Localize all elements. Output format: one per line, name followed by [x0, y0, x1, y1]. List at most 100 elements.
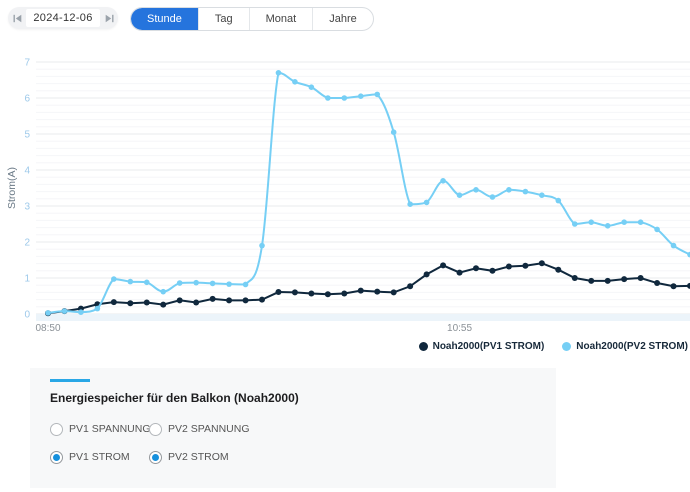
data-point [259, 242, 265, 249]
data-point [522, 262, 529, 269]
svg-text:10:55: 10:55 [447, 323, 472, 334]
data-point [242, 297, 249, 304]
data-point [654, 280, 661, 287]
radio-checked-icon[interactable] [50, 450, 63, 464]
data-point [654, 226, 660, 233]
tab-stunde[interactable]: Stunde [131, 8, 198, 30]
data-point [440, 262, 447, 269]
data-point [538, 260, 545, 267]
series-pv2-strom [45, 70, 690, 316]
data-point [670, 283, 677, 290]
data-point [176, 297, 183, 304]
data-point [341, 95, 348, 101]
data-point [588, 277, 595, 284]
data-point [324, 291, 331, 298]
legend-item-pv2-strom[interactable]: Noah2000(PV2 STROM) [562, 341, 688, 352]
gridlines [36, 61, 690, 315]
line-chart[interactable]: 0 1 2 3 4 5 6 7 08:50 10:55 [0, 40, 690, 340]
legend-item-pv1-strom[interactable]: Noah2000(PV1 STROM) [418, 341, 545, 352]
svg-text:4: 4 [24, 166, 30, 177]
data-point [390, 289, 397, 296]
data-point [390, 129, 397, 135]
data-point [110, 299, 117, 306]
interval-tabs: Stunde Tag Monat Jahre [130, 7, 374, 31]
legend-dot-icon [418, 342, 428, 351]
svg-text:7: 7 [24, 58, 30, 69]
data-point [357, 93, 364, 99]
data-point [291, 289, 298, 296]
data-point [341, 290, 348, 297]
option-pv2-spannung[interactable]: PV2 SPANNUNG [149, 422, 250, 436]
x-axis-ticks: 08:50 10:55 [35, 323, 472, 334]
device-panel-title: Energiespeicher für den Balkon (Noah2000… [50, 391, 299, 405]
data-point [143, 279, 150, 286]
data-point [604, 277, 611, 284]
next-date-button[interactable] [100, 7, 118, 29]
data-point [275, 289, 282, 296]
tab-jahre[interactable]: Jahre [312, 8, 373, 30]
date-value[interactable]: 2024-12-06 [26, 9, 100, 27]
svg-text:0: 0 [24, 310, 30, 321]
data-point [473, 265, 479, 272]
series-line [47, 71, 690, 314]
data-point [637, 219, 644, 225]
series-line [47, 262, 690, 315]
data-point [687, 282, 690, 289]
data-point [160, 301, 167, 308]
data-point [78, 309, 84, 316]
data-point [637, 275, 644, 281]
legend-dot-icon [562, 342, 572, 351]
data-point [604, 223, 611, 229]
data-point [473, 187, 479, 193]
legend-label: Noah2000(PV1 STROM) [432, 341, 545, 352]
data-point [226, 297, 233, 304]
data-point [275, 70, 282, 76]
tab-tag[interactable]: Tag [197, 8, 249, 30]
data-point [325, 95, 331, 101]
data-point [670, 242, 677, 249]
data-point [687, 251, 690, 258]
data-point [226, 281, 232, 287]
legend-label: Noah2000(PV2 STROM) [576, 341, 688, 352]
data-point [209, 295, 216, 302]
option-label: PV1 SPANNUNG [69, 423, 151, 435]
previous-date-button[interactable] [8, 7, 26, 29]
data-point [94, 305, 101, 312]
option-pv1-spannung[interactable]: PV1 SPANNUNG [50, 422, 151, 436]
date-picker[interactable]: 2024-12-06 [8, 7, 118, 29]
data-point [571, 221, 578, 227]
tab-monat[interactable]: Monat [248, 8, 313, 30]
data-point [242, 281, 249, 288]
device-panel: Energiespeicher für den Balkon (Noah2000… [30, 368, 556, 488]
data-point [571, 275, 578, 281]
data-point [423, 271, 430, 278]
data-point [259, 296, 265, 303]
data-point [456, 269, 463, 276]
data-point [506, 187, 512, 193]
data-point [456, 192, 463, 198]
skip-previous-icon [13, 14, 21, 22]
radio-unchecked-icon[interactable] [50, 422, 63, 436]
data-point [505, 263, 512, 270]
svg-text:5: 5 [24, 130, 30, 141]
option-pv1-strom[interactable]: PV1 STROM [50, 450, 149, 464]
radio-checked-icon[interactable] [149, 450, 162, 464]
data-point [193, 299, 200, 306]
data-point [111, 276, 117, 282]
data-point [45, 310, 51, 316]
data-point [588, 219, 595, 225]
panel-accent-indicator [50, 379, 90, 382]
data-point [292, 79, 298, 85]
option-pv2-strom[interactable]: PV2 STROM [149, 450, 250, 464]
skip-next-icon [105, 14, 113, 22]
svg-text:6: 6 [24, 94, 30, 105]
data-point [489, 267, 496, 274]
option-label: PV2 SPANNUNG [168, 423, 250, 435]
svg-text:2: 2 [24, 238, 30, 249]
chart-legend: Noah2000(PV1 STROM) Noah2000(PV2 STROM) [418, 341, 688, 352]
svg-text:08:50: 08:50 [35, 323, 60, 334]
parameter-options: PV1 SPANNUNG PV2 SPANNUNG PV1 STROM PV2 STR… [50, 415, 250, 471]
radio-unchecked-icon[interactable] [149, 422, 162, 436]
data-point [374, 91, 381, 98]
data-point [357, 287, 364, 294]
